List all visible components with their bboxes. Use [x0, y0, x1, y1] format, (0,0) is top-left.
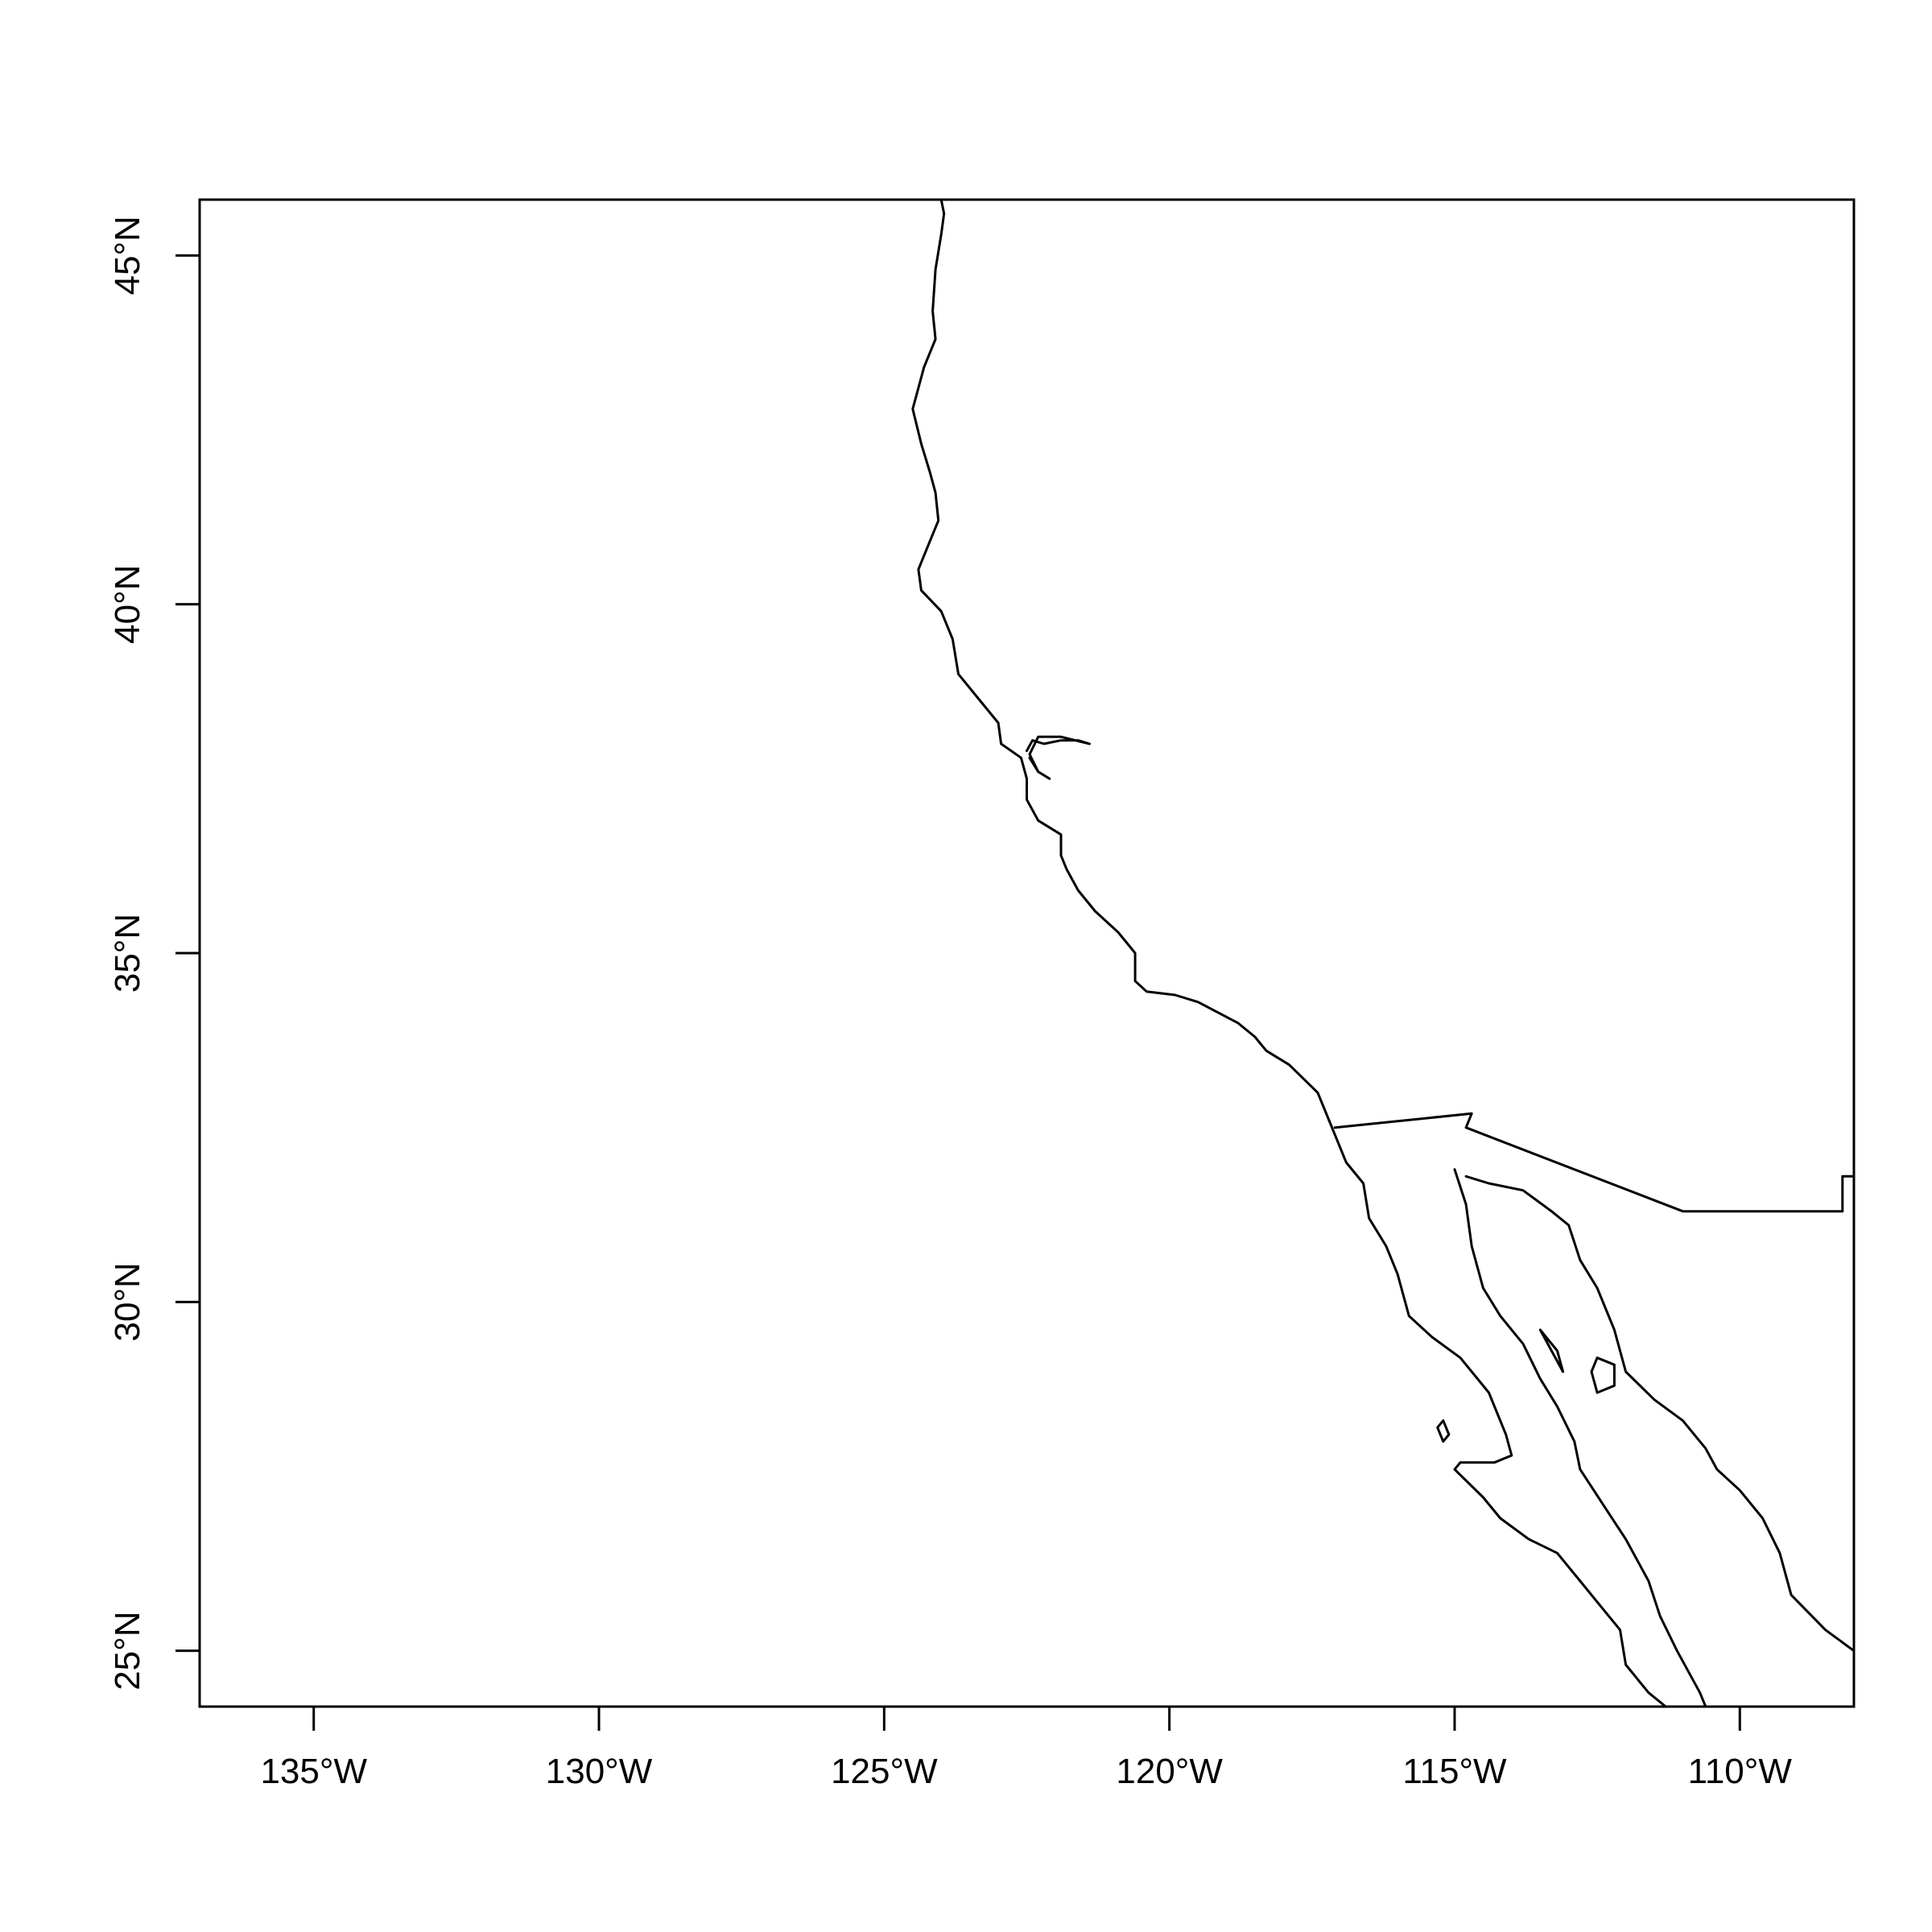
y-axis: 25°N 30°N 35°N 40°N 45°N [108, 216, 200, 1690]
baja-california-pacific-coast [1327, 1119, 1667, 1708]
x-tick-label: 110°W [1688, 1752, 1793, 1791]
isla-cedros [1436, 1419, 1451, 1443]
y-tick-label: 40°N [108, 565, 147, 644]
coastline-layer [911, 198, 1856, 1708]
isla-tiburon [1590, 1356, 1616, 1394]
baja-gulf-coast [1453, 1168, 1707, 1708]
san-francisco-bay [1026, 735, 1091, 780]
x-tick-label: 130°W [546, 1752, 653, 1791]
x-tick-label: 135°W [260, 1752, 367, 1791]
us-mexico-border [1333, 1112, 1856, 1213]
y-tick-label: 35°N [108, 914, 147, 993]
mexico-mainland-gulf-coast [1464, 1174, 1856, 1653]
x-tick-label: 120°W [1116, 1752, 1223, 1791]
plot-frame [198, 198, 1856, 1708]
isla-angel-de-la-guarda [1538, 1328, 1565, 1373]
y-tick-label: 30°N [108, 1262, 147, 1341]
x-tick-label: 115°W [1402, 1752, 1507, 1791]
y-tick-label: 25°N [108, 1612, 147, 1690]
us-pacific-coastline [911, 198, 1331, 1122]
x-axis: 135°W 130°W 125°W 120°W 115°W 110°W [260, 1707, 1792, 1791]
x-tick-label: 125°W [831, 1752, 938, 1791]
y-tick-label: 45°N [108, 216, 147, 295]
